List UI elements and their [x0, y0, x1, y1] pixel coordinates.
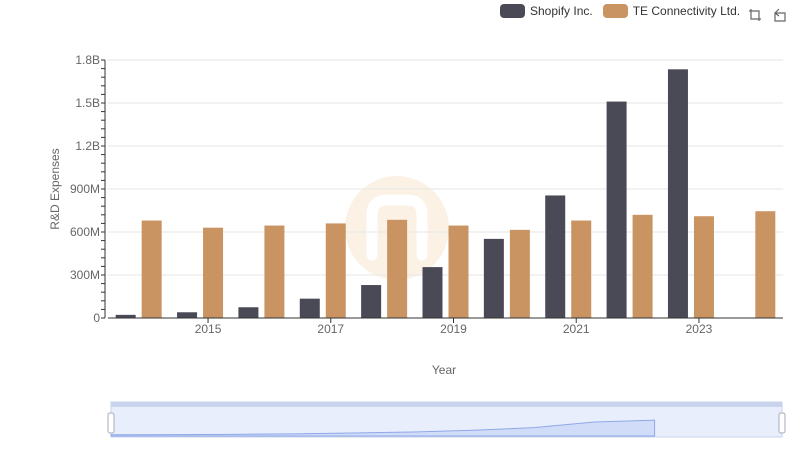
bar-te-2023 [693, 216, 714, 318]
bar-te-2017 [325, 223, 346, 318]
bar-te-2020 [509, 229, 530, 318]
bar-shopify-2014 [115, 314, 136, 318]
bar-te-2018 [387, 219, 408, 318]
bar-te-2016 [264, 225, 285, 318]
bar-shopify-2021 [545, 195, 566, 318]
legend-item-shopify[interactable]: Shopify Inc. [500, 4, 593, 18]
x-tick-label: 2015 [195, 322, 222, 336]
bar-te-2019 [448, 225, 469, 318]
x-axis-title: Year [432, 363, 456, 377]
data-zoom-slider[interactable] [107, 401, 786, 438]
bar-te-2014 [141, 220, 162, 318]
bar-te-2021 [571, 220, 592, 318]
legend-item-te[interactable]: TE Connectivity Ltd. [602, 4, 741, 18]
bar-shopify-2022 [606, 101, 627, 318]
bar-shopify-2020 [483, 238, 504, 318]
x-axis: 2015 2017 2019 2021 2023 [108, 317, 783, 336]
x-tick-label: 2023 [686, 322, 713, 336]
zoom-top-bar [111, 402, 782, 407]
zoom-handle-left [107, 412, 115, 434]
bar-shopify-2015 [177, 312, 198, 318]
y-tick-label: 0 [93, 311, 100, 325]
bar-shopify-2016 [238, 307, 259, 318]
bar-te-2015 [203, 227, 224, 318]
bar-shopify-2023 [667, 69, 688, 318]
y-tick-label: 600M [70, 225, 100, 239]
legend: Shopify Inc. TE Connectivity Ltd. [500, 4, 740, 18]
y-axis: 0 300M 600M 900M 1.2B 1.5B 1.8B [70, 53, 106, 325]
y-tick-label: 1.8B [75, 53, 100, 67]
y-tick-label: 1.5B [75, 96, 100, 110]
bar-te-2022 [632, 214, 653, 318]
x-tick-label: 2021 [563, 322, 590, 336]
zoom-handle-right [778, 412, 786, 434]
legend-swatch-shopify [500, 4, 525, 18]
bar-shopify-2017 [299, 298, 320, 318]
y-tick-label: 1.2B [75, 139, 100, 153]
restore-icon[interactable] [772, 7, 788, 23]
bar-te-2024 [755, 211, 776, 318]
y-tick-label: 300M [70, 268, 100, 282]
legend-label-shopify: Shopify Inc. [530, 4, 593, 18]
y-axis-title: R&D Expenses [48, 148, 62, 229]
zoom-preview-area [110, 419, 656, 437]
bar-shopify-2018 [361, 285, 382, 318]
x-tick-label: 2017 [317, 322, 344, 336]
legend-swatch-te [602, 4, 628, 18]
bar-shopify-2019 [422, 267, 443, 318]
zoom-select-icon[interactable] [747, 7, 763, 23]
legend-label-te: TE Connectivity Ltd. [632, 4, 741, 18]
x-tick-label: 2019 [440, 322, 467, 336]
bars [115, 69, 776, 318]
y-tick-label: 900M [70, 182, 100, 196]
